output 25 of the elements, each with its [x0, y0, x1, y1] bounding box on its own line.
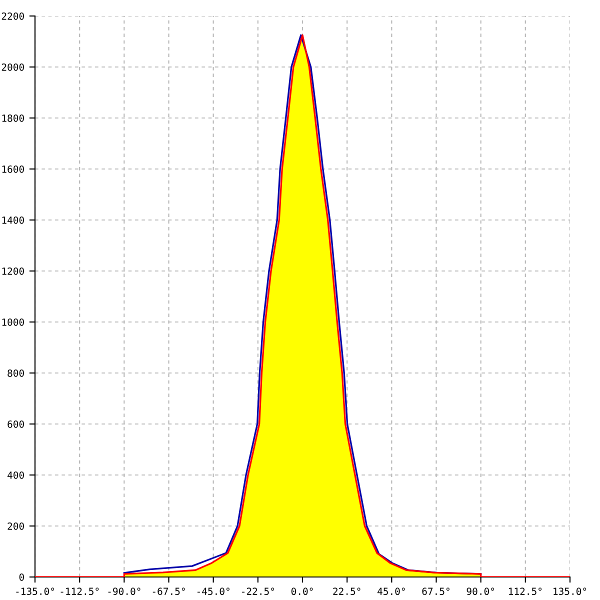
x-tick-label: 90.0°	[466, 588, 494, 595]
y-tick-label: 1400	[2, 216, 24, 224]
x-tick-label: 0.0°	[291, 588, 313, 595]
x-tick-label: 22.5°	[333, 588, 360, 595]
y-tick-label: 1200	[2, 268, 24, 275]
x-tick-label: -45.0°	[197, 588, 230, 595]
x-tick-label: 135.0°	[554, 588, 586, 595]
y-tick-label: 0	[19, 574, 24, 581]
x-tick-label: -67.5°	[152, 588, 185, 595]
y-tick-label: 1600	[2, 166, 24, 173]
y-tick-label: 1000	[2, 318, 24, 326]
x-tick-label: 67.5°	[422, 588, 450, 595]
x-tick-label: 45.0°	[378, 588, 405, 595]
y-tick-label: 1800	[2, 114, 24, 122]
y-tick-label: 2200	[2, 12, 24, 20]
y-tick-label: 800	[8, 370, 24, 377]
x-tick-label: -135.0°	[16, 588, 54, 595]
x-tick-label: -112.5°	[60, 588, 99, 595]
y-tick-label: 2000	[2, 64, 24, 71]
x-tick-label: -90.0°	[108, 588, 140, 595]
x-tick-label: -22.5°	[242, 588, 274, 595]
y-tick-label: 600	[8, 420, 24, 428]
y-tick-label: 200	[8, 522, 24, 530]
y-tick-label: 400	[8, 472, 24, 479]
x-tick-label: 112.5°	[509, 588, 542, 595]
